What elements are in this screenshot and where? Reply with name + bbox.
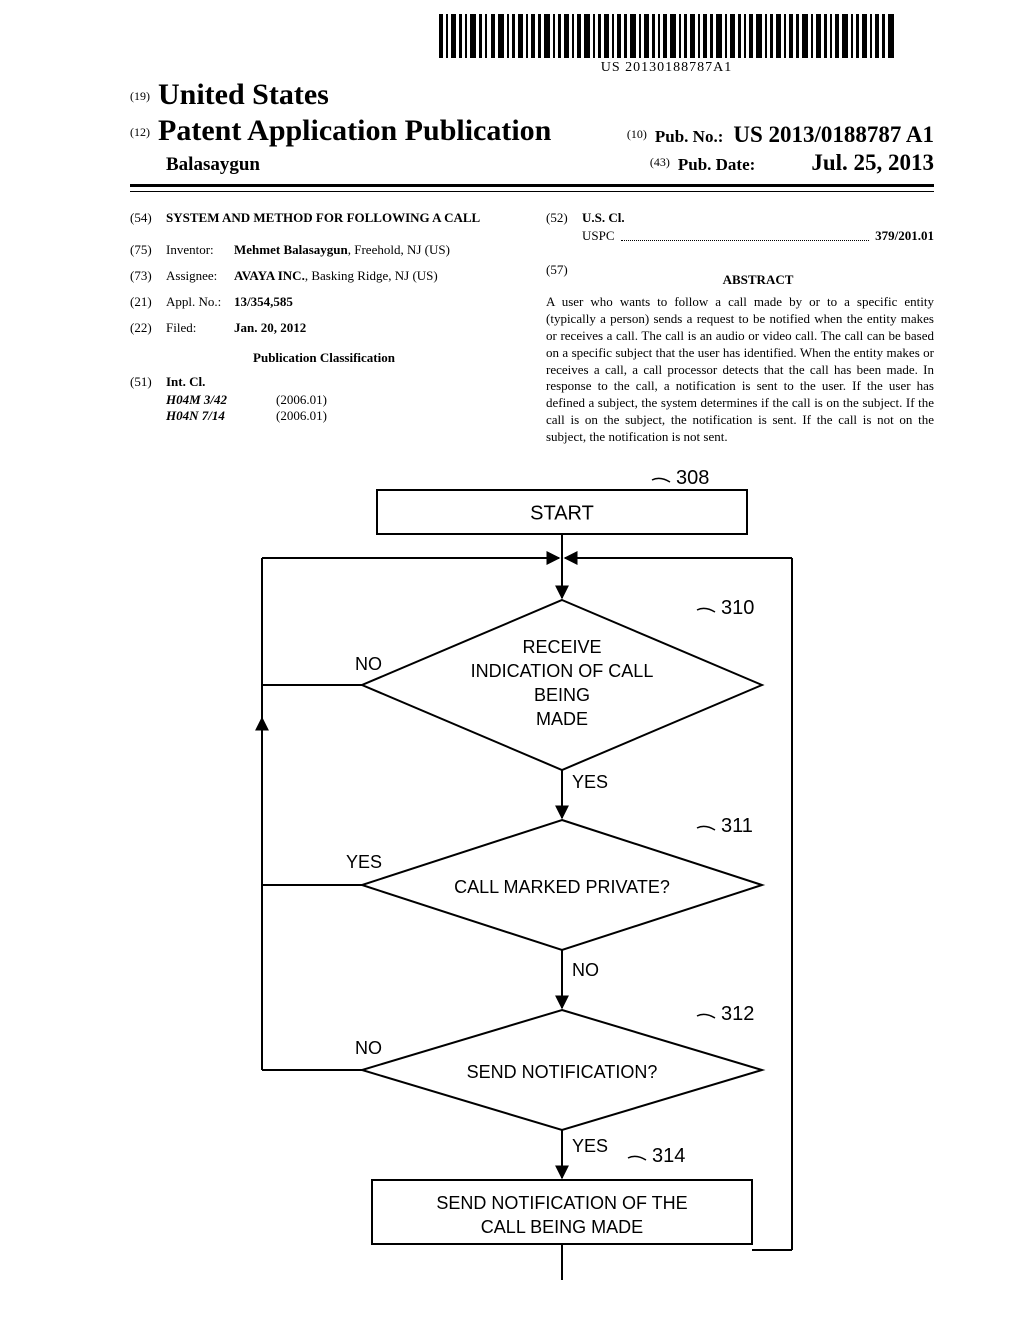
node-310-l3: BEING [534,685,590,705]
uscl-prefix: USPC [582,228,615,244]
heading-block: (19) United States (12) Patent Applicati… [130,78,934,192]
country: United States [158,78,329,111]
flowchart: START 308 RECEIVE INDICATION OF CALL BEI… [222,470,842,1290]
label-311-no: NO [572,960,599,980]
pub-no-code: (10) [627,127,647,141]
dot-leader [621,230,870,241]
country-code: (19) [130,89,150,103]
pub-type-code: (12) [130,125,150,139]
ref-308: 308 [676,470,709,489]
uscl-val: 379/201.01 [875,228,934,244]
pub-date-label: Pub. Date: [678,155,755,174]
intcl-date-0: (2006.01) [276,392,327,408]
pub-no: US 2013/0188787 A1 [733,122,934,147]
appl-label: Appl. No.: [166,294,234,310]
label-312-no: NO [355,1038,382,1058]
pub-no-label: Pub. No.: [655,127,723,146]
inventor-loc: , Freehold, NJ (US) [348,242,450,257]
filed-date: Jan. 20, 2012 [234,320,306,335]
node-310-l4: MADE [536,709,588,729]
appl-no: 13/354,585 [234,294,293,309]
author-name: Balasaygun [166,154,260,176]
intcl-label: Int. Cl. [166,374,205,389]
assignee-label: Assignee: [166,268,234,284]
assignee-name: AVAYA INC. [234,268,305,283]
title-code: (54) [130,210,166,226]
node-311-text: CALL MARKED PRIVATE? [454,877,670,897]
filed-code: (22) [130,320,166,336]
node-310-l2: INDICATION OF CALL [471,661,654,681]
inventor-name: Mehmet Balasaygun [234,242,348,257]
barcode-text: US 20130188787A1 [439,60,894,76]
intcl-code: (51) [130,374,166,390]
label-310-yes: YES [572,772,608,792]
assignee-code: (73) [130,268,166,284]
appl-code: (21) [130,294,166,310]
inventor-code: (75) [130,242,166,258]
node-314-l2: CALL BEING MADE [481,1217,643,1237]
inventor-label: Inventor: [166,242,234,258]
ref-311: 311 [721,815,753,837]
label-312-yes: YES [572,1136,608,1156]
label-311-yes: YES [346,852,382,872]
divider [130,184,934,192]
abstract-code: (57) [546,262,582,294]
node-start-text: START [530,502,594,524]
uscl-label: U.S. Cl. [582,210,625,225]
abstract-text: A user who wants to follow a call made b… [546,294,934,446]
intcl-code-1: H04N 7/14 [166,408,276,424]
intcl-date-1: (2006.01) [276,408,327,424]
patent-title: SYSTEM AND METHOD FOR FOLLOWING A CALL [166,210,480,226]
ref-314: 314 [652,1145,685,1167]
node-312-text: SEND NOTIFICATION? [467,1062,658,1082]
node-314-l1: SEND NOTIFICATION OF THE [436,1193,687,1213]
ref-312: 312 [721,1003,754,1025]
uscl-code: (52) [546,210,582,226]
barcode-block: US 20130188787A1 [439,14,894,76]
intcl-row: H04N 7/14 (2006.01) [166,408,518,424]
filed-label: Filed: [166,320,234,336]
label-310-no: NO [355,654,382,674]
pub-type: Patent Application Publication [158,114,551,147]
pub-date: Jul. 25, 2013 [811,150,934,175]
right-column: (52) U.S. Cl. USPC 379/201.01 (57) ABSTR… [546,210,934,446]
pub-class-heading: Publication Classification [130,350,518,366]
intcl-row: H04M 3/42 (2006.01) [166,392,518,408]
ref-310: 310 [721,597,754,619]
abstract-heading: ABSTRACT [582,272,934,288]
pub-date-code: (43) [650,155,670,169]
node-310-l1: RECEIVE [522,637,601,657]
assignee-loc: , Basking Ridge, NJ (US) [305,268,438,283]
left-column: (54) SYSTEM AND METHOD FOR FOLLOWING A C… [130,210,518,446]
barcode [439,14,894,58]
intcl-code-0: H04M 3/42 [166,392,276,408]
